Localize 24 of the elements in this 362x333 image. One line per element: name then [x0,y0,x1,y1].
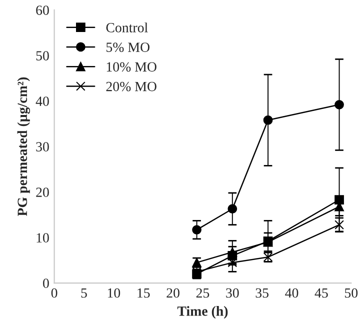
x-tick-label: 40 [285,288,298,298]
y-tick-label: 30 [36,142,49,152]
x-axis-title: Time (h) [177,306,228,319]
x-tick-label: 10 [108,288,120,298]
y-axis-title: PG permeated (µg/cm²) [17,77,30,216]
x-tick-label: 45 [314,288,328,298]
y-tick-label: 10 [36,233,49,242]
y-tick-label: 50 [36,51,49,60]
y-tick-label: 60 [36,6,49,15]
x-tick-label: 15 [138,288,150,298]
x-tick-label: 50 [345,288,358,298]
y-tick-label: 20 [36,188,49,197]
legend-label: Control [106,22,148,32]
x-tick-label: 35 [256,288,268,298]
x-tick-label: 5 [81,288,87,298]
y-tick-label: 0 [43,278,49,288]
x-tick-label: 20 [166,288,180,298]
legend-label: 10% MO [106,62,156,72]
x-tick-label: 25 [196,288,210,298]
legend-label: 5% MO [106,42,150,52]
y-tick-label: 40 [36,96,49,106]
x-tick-label: 0 [51,288,58,298]
legend-label: 20% MO [106,82,156,92]
x-tick-label: 30 [226,288,239,298]
